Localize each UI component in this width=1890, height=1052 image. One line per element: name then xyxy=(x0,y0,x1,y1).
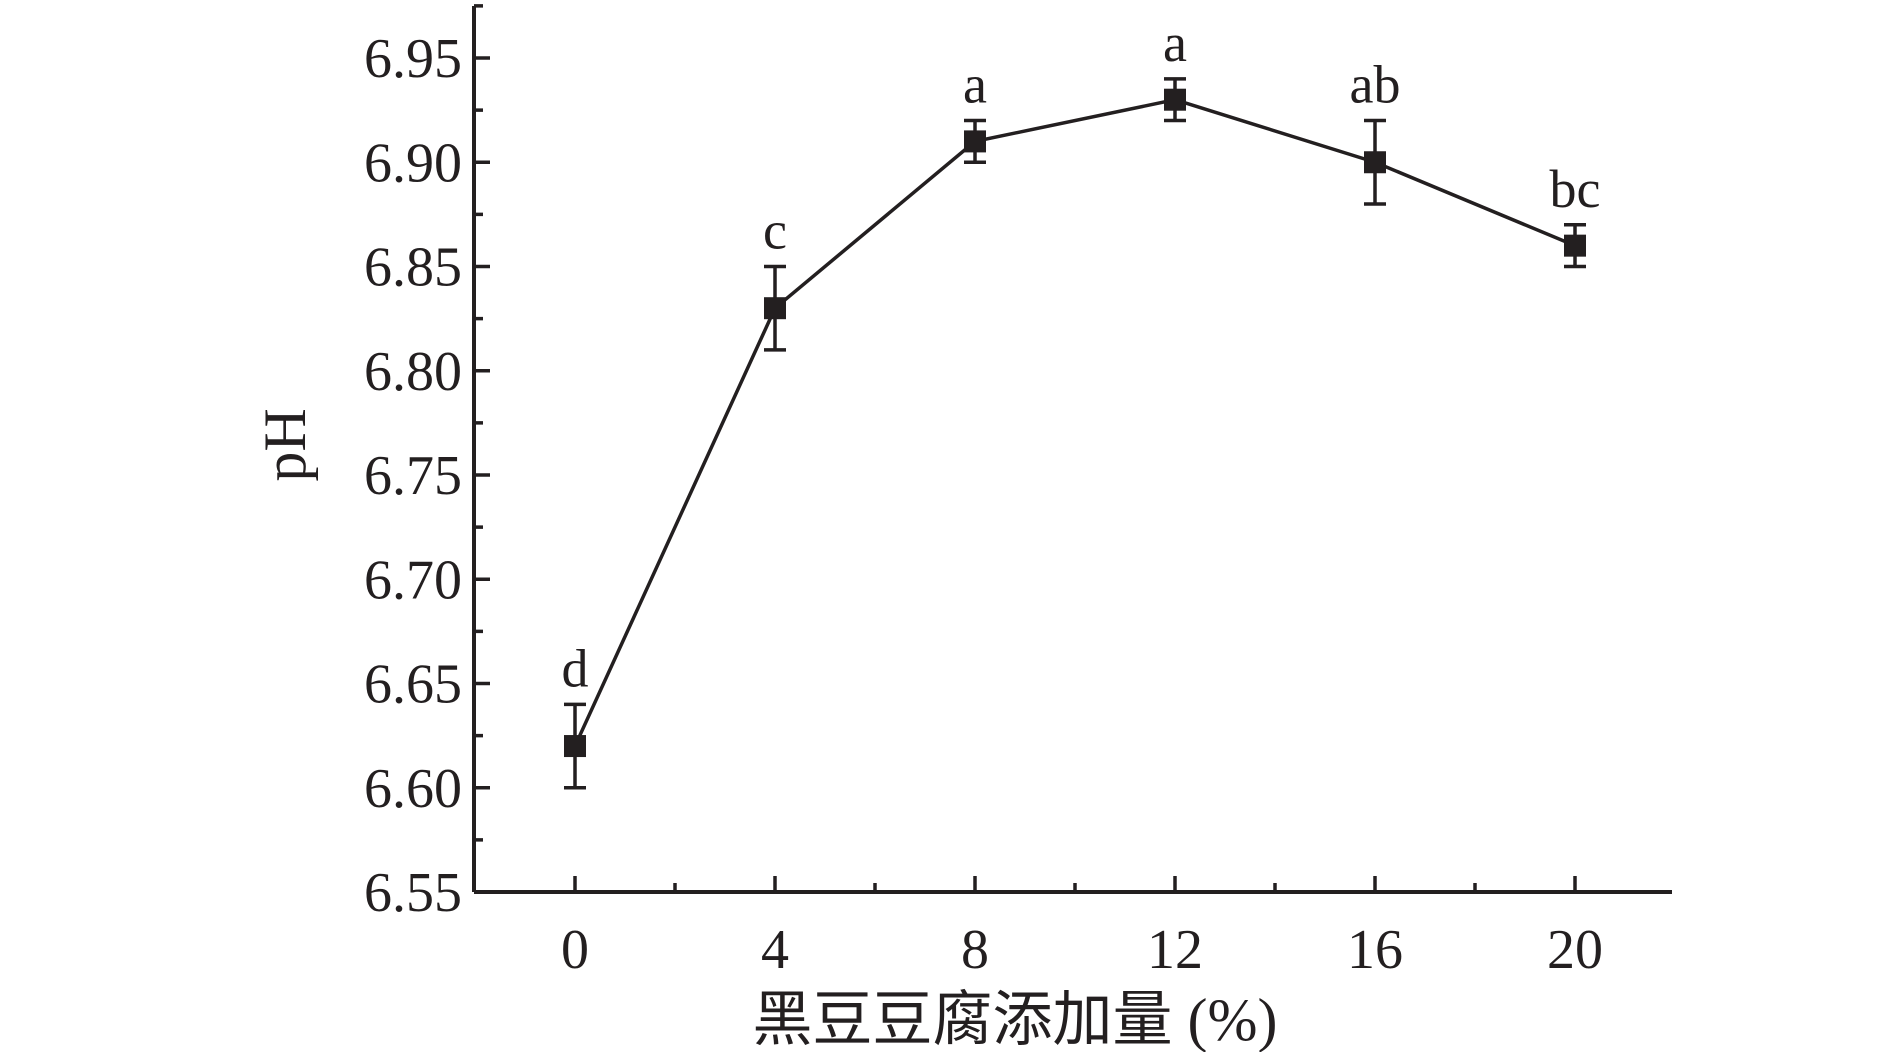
x-tick-label: 4 xyxy=(761,919,789,981)
y-tick-label: 6.85 xyxy=(364,237,462,299)
x-tick-label: 20 xyxy=(1547,919,1603,981)
x-tick-label: 12 xyxy=(1147,919,1203,981)
y-axis-title: pH xyxy=(252,408,318,481)
y-tick-label: 6.90 xyxy=(364,132,462,194)
y-tick-label: 6.55 xyxy=(364,862,462,924)
significance-label: ab xyxy=(1350,55,1401,115)
significance-label: bc xyxy=(1550,159,1601,219)
series-line xyxy=(573,97,1576,747)
series: d c a a ab bc xyxy=(562,13,1601,790)
y-tick-label: 6.75 xyxy=(364,445,462,507)
significance-label: a xyxy=(1163,13,1187,73)
data-point xyxy=(1564,234,1586,257)
y-tick-label: 6.70 xyxy=(364,549,462,611)
data-point xyxy=(964,130,986,153)
ticks: 6.55 6.60 6.65 6.70 6.75 6.80 6.85 6.90 6.95 0 4 8 1… xyxy=(364,4,1603,981)
data-point xyxy=(764,297,786,320)
significance-label: c xyxy=(763,201,787,261)
data-point xyxy=(564,735,586,758)
y-tick-label: 6.65 xyxy=(364,654,462,716)
axes xyxy=(472,6,1672,894)
significance-label: d xyxy=(562,638,589,698)
significance-label: a xyxy=(963,55,987,115)
y-tick-label: 6.80 xyxy=(364,341,462,403)
y-tick-label: 6.60 xyxy=(364,758,462,820)
y-tick-label: 6.95 xyxy=(364,28,462,90)
x-tick-label: 16 xyxy=(1347,919,1403,981)
data-point xyxy=(1164,88,1186,111)
x-tick-label: 0 xyxy=(561,919,589,981)
x-tick-label: 8 xyxy=(961,919,989,981)
data-point xyxy=(1364,151,1386,174)
x-axis-title: 黑豆豆腐添加量 (%) xyxy=(753,987,1278,1052)
